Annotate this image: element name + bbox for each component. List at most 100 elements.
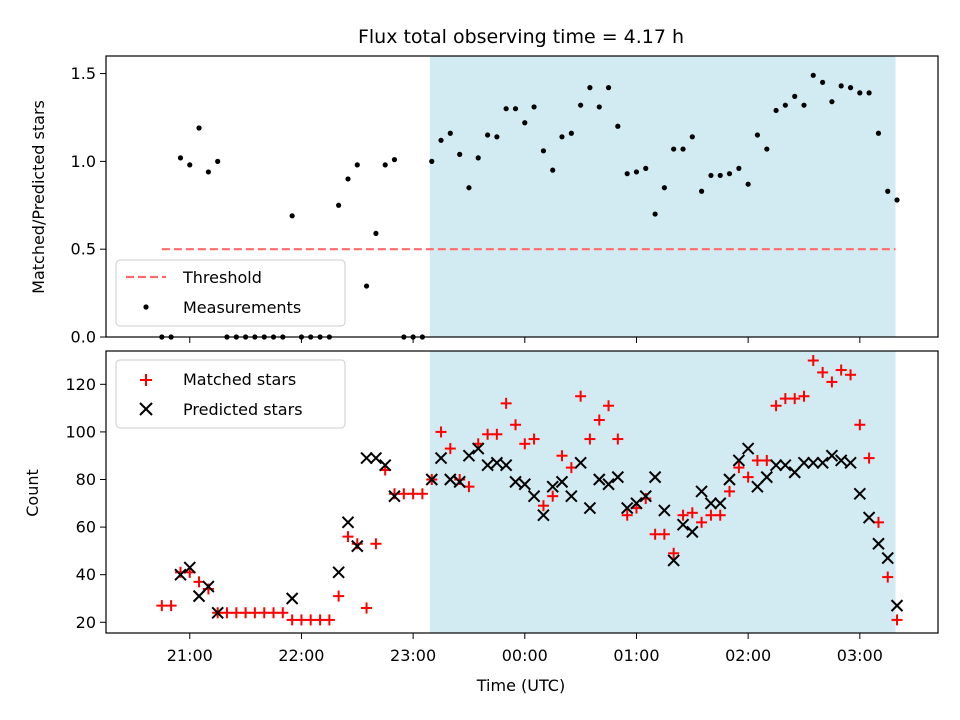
matched-point: [575, 390, 587, 402]
matched-point: [528, 433, 540, 445]
legend-matched-label: Matched stars: [183, 370, 296, 389]
matched-point: [742, 471, 754, 483]
predicted-point: [816, 456, 829, 470]
matched-point: [835, 364, 847, 376]
measurement-point: [475, 155, 481, 161]
predicted-point: [732, 454, 746, 467]
matched-point: [621, 509, 633, 521]
matched-point: [658, 528, 670, 540]
measurement-point: [187, 162, 193, 168]
bottom-y-label: Count: [23, 469, 42, 517]
matched-point: [826, 376, 838, 388]
matched-point: [705, 509, 717, 521]
measurement-point: [829, 99, 835, 105]
predicted-point: [825, 449, 839, 462]
measurement-point: [289, 213, 295, 219]
measurement-point: [485, 132, 491, 138]
matched-point: [240, 607, 252, 619]
matched-point: [305, 614, 317, 626]
matched-point: [277, 607, 289, 619]
measurement-point: [429, 158, 435, 164]
measurement-point: [503, 106, 509, 112]
measurement-point: [671, 146, 677, 152]
matched-point: [156, 600, 168, 612]
top-y-ticks: 0.0 0.5 1.0 1.5: [71, 64, 106, 347]
bottom-legend: Matched stars Predicted stars: [115, 359, 346, 429]
matched-point: [789, 393, 801, 405]
y-tick-label: 100: [65, 422, 96, 441]
observing-span-shade: [429, 351, 896, 633]
predicted-point: [741, 442, 755, 455]
measurement-point: [391, 157, 398, 163]
predicted-point: [714, 497, 727, 510]
legend-measurements-swatch: [143, 304, 149, 310]
measurement-point: [875, 130, 882, 136]
matched-point: [537, 500, 549, 512]
measurement-point: [596, 104, 602, 110]
measurement-point: [373, 230, 379, 236]
matched-point: [258, 607, 270, 619]
top-panel: 0.0 0.5 1.0 1.5 Matched/Predicted stars Thr…: [29, 55, 939, 347]
measurement-point: [205, 169, 212, 175]
measurement-point: [894, 197, 900, 203]
matched-point: [268, 607, 280, 619]
shade-rect: [429, 351, 896, 633]
predicted-point: [509, 475, 522, 489]
matched-point: [221, 607, 233, 619]
matched-point: [333, 590, 345, 602]
matched-point: [249, 607, 261, 619]
measurement-point: [466, 185, 472, 191]
predicted-point: [378, 459, 392, 472]
legend-matched-swatch: [140, 374, 152, 386]
matched-point: [770, 400, 782, 412]
predicted-point: [890, 599, 904, 612]
predicted-point: [285, 592, 299, 605]
measurement-point: [810, 72, 816, 78]
predicted-point: [593, 473, 606, 486]
matched-point: [779, 393, 791, 405]
matched-point: [398, 488, 410, 500]
bottom-y-ticks: 20 40 60 80 100 120: [65, 375, 106, 632]
measurement-point: [605, 85, 612, 91]
predicted-point: [174, 568, 187, 581]
measurement-point: [522, 120, 528, 126]
measurement-point: [438, 137, 444, 143]
predicted-point: [844, 456, 857, 470]
legend-predicted-swatch: [139, 402, 153, 416]
predicted-point: [546, 480, 559, 493]
matched-point: [342, 531, 354, 543]
predicted-point: [639, 489, 652, 503]
matched-point: [286, 614, 298, 626]
matched-point: [649, 528, 661, 540]
measurement-point: [643, 165, 649, 171]
measurement-point: [773, 107, 779, 114]
legend-threshold-label: Threshold: [182, 268, 262, 287]
matched-point: [593, 414, 605, 426]
matched-point: [416, 488, 428, 500]
measurement-point: [754, 132, 761, 138]
measurement-point: [698, 188, 705, 194]
matched-point: [714, 509, 726, 521]
measurement-point: [736, 165, 742, 171]
measurement-point: [624, 171, 630, 177]
matched-point: [444, 443, 456, 455]
measurement-point: [587, 85, 593, 91]
predicted-point: [834, 454, 848, 467]
predicted-point: [611, 470, 625, 484]
y-tick-label: 40: [76, 565, 96, 584]
matched-point: [500, 397, 512, 409]
top-y-label: Matched/Predicted stars: [29, 100, 48, 294]
matched-point: [295, 614, 307, 626]
predicted-point: [648, 470, 662, 484]
measurement-point: [782, 102, 788, 108]
matched-point: [612, 433, 624, 445]
matched-point: [733, 462, 745, 474]
measurement-point: [717, 172, 723, 179]
predicted-point: [723, 473, 736, 486]
predicted-point: [202, 580, 215, 593]
predicted-point: [686, 525, 699, 539]
shade-rect: [429, 56, 896, 337]
predicted-point: [462, 449, 476, 462]
predicted-point: [453, 475, 466, 489]
